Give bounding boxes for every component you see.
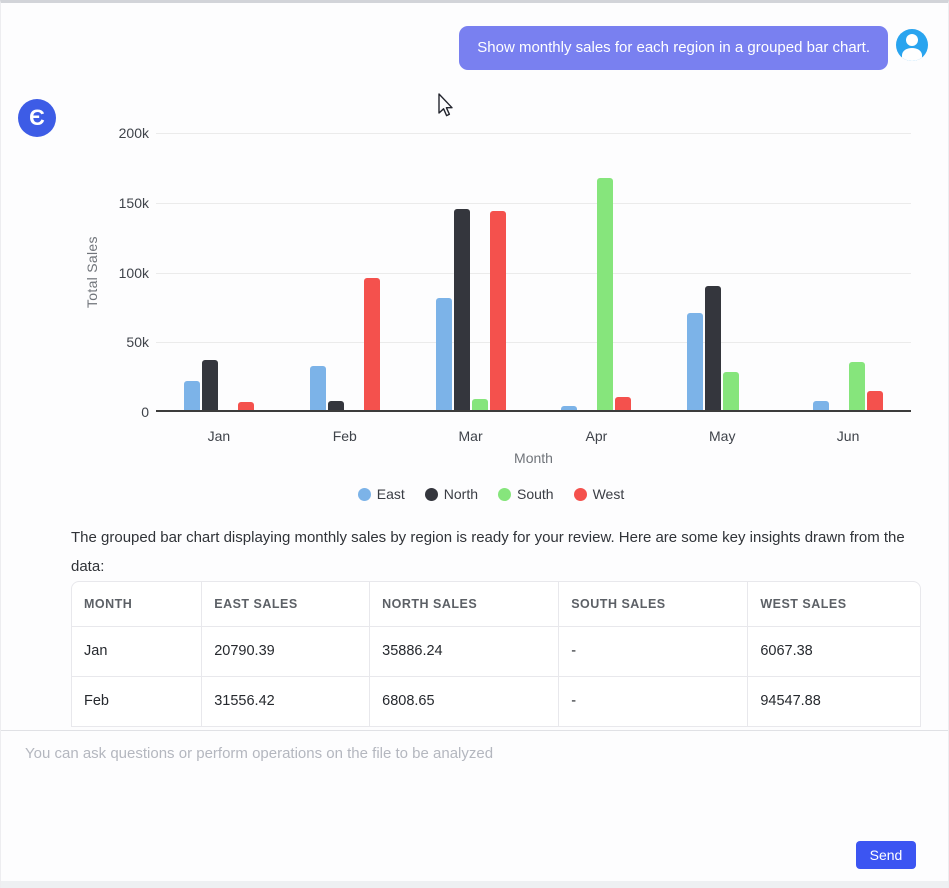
x-tick-label: Jan bbox=[207, 428, 231, 444]
send-button[interactable]: Send bbox=[856, 841, 916, 869]
x-axis-title: Month bbox=[514, 450, 553, 466]
legend-dot-icon bbox=[424, 487, 438, 501]
table-cell: 94547.88 bbox=[747, 675, 920, 726]
legend-dot-icon bbox=[498, 487, 511, 501]
table-header-cell: NORTH SALES bbox=[369, 582, 559, 626]
table-row: Feb 31556.42 6808.65-94547.88 bbox=[72, 675, 920, 726]
table-header-cell: SOUTH SALES bbox=[558, 582, 748, 626]
assistant-logo-icon: Є bbox=[18, 99, 56, 137]
y-tick-label: 200k bbox=[118, 125, 149, 141]
table-header-cell: WEST SALES bbox=[747, 582, 920, 626]
legend-dot-icon bbox=[357, 487, 371, 501]
legend-dot-icon bbox=[573, 487, 587, 501]
legend-label: South bbox=[517, 486, 554, 502]
x-tick-label: Mar bbox=[458, 428, 483, 444]
bar-east-mar bbox=[435, 298, 452, 410]
gridline bbox=[156, 202, 911, 204]
bar-west-mar bbox=[489, 211, 506, 410]
y-tick-label: 50k bbox=[126, 334, 149, 351]
gridline bbox=[156, 272, 911, 274]
table-cell: - bbox=[558, 675, 748, 726]
composer-divider bbox=[1, 730, 948, 731]
x-tick-label: Apr bbox=[585, 428, 608, 444]
table-cell: - bbox=[558, 625, 748, 676]
bar-north-mar bbox=[453, 209, 470, 410]
y-axis-ticks: 200k 150k 100k 50k 0 bbox=[71, 125, 149, 420]
legend-item-north[interactable]: North bbox=[424, 486, 478, 502]
window-bottom-edge bbox=[1, 881, 948, 888]
bar-east-feb bbox=[309, 366, 326, 410]
bar-group-apr bbox=[561, 178, 632, 410]
bar-west-jun bbox=[867, 391, 884, 410]
legend-label: North bbox=[443, 486, 478, 502]
y-tick-label: 150k bbox=[118, 194, 149, 211]
table-header-cell: MONTH bbox=[84, 596, 133, 611]
x-tick-label: Jun bbox=[836, 428, 860, 444]
bar-group-may bbox=[687, 286, 757, 410]
chart-legend: East North South West bbox=[71, 486, 911, 502]
bar-south-mar bbox=[471, 399, 488, 410]
table-cell: 31556.42 bbox=[201, 675, 370, 726]
bar-north-jan bbox=[201, 360, 218, 410]
bar-west-feb bbox=[363, 278, 380, 410]
legend-label: East bbox=[376, 486, 405, 502]
table-cell: 6067.38 bbox=[747, 625, 920, 676]
table-row: Jan 20790.39 35886.24-6067.38 bbox=[72, 625, 920, 676]
legend-item-west[interactable]: West bbox=[573, 486, 625, 502]
bar-group-feb bbox=[309, 278, 380, 410]
bar-west-apr bbox=[615, 397, 632, 410]
bar-group-mar bbox=[435, 209, 506, 410]
bar-east-jan bbox=[183, 381, 200, 410]
grouped-bar-chart: Total Sales 200k 150k 100k 50k 0 Jan Feb Mar Ap… bbox=[71, 125, 911, 505]
y-tick-label: 100k bbox=[118, 264, 149, 281]
table-cell: Jan bbox=[72, 625, 202, 676]
bar-group-jan bbox=[183, 360, 254, 410]
bar-east-may bbox=[687, 313, 704, 410]
y-tick-label: 0 bbox=[141, 404, 149, 420]
bar-west-jan bbox=[237, 402, 254, 410]
table-cell: Feb bbox=[72, 675, 202, 726]
user-message-text: Show monthly sales for each region in a … bbox=[477, 39, 870, 56]
table-header-cell: EAST SALES bbox=[201, 582, 370, 626]
table-cell: 20790.39 bbox=[201, 625, 370, 676]
bar-south-apr bbox=[597, 178, 614, 410]
chart-plot-area bbox=[156, 133, 911, 412]
legend-item-south[interactable]: South bbox=[498, 486, 554, 502]
table-header-row: MONTH EAST SALES NORTH SALES SOUTH SALES WES… bbox=[72, 582, 920, 626]
bar-east-apr bbox=[561, 406, 578, 410]
legend-item-east[interactable]: East bbox=[357, 486, 405, 502]
sales-data-table: MONTH EAST SALES NORTH SALES SOUTH SALES WES… bbox=[71, 581, 921, 727]
bar-south-may bbox=[723, 372, 740, 410]
bar-south-jun bbox=[849, 362, 866, 410]
bar-north-may bbox=[705, 286, 722, 410]
table-cell: 35886.24 bbox=[369, 625, 559, 676]
legend-label: West bbox=[592, 486, 625, 502]
user-avatar-person-icon bbox=[906, 34, 918, 46]
user-message-bubble: Show monthly sales for each region in a … bbox=[459, 26, 888, 70]
user-avatar bbox=[896, 29, 928, 61]
table-cell: 6808.65 bbox=[369, 675, 559, 726]
x-tick-label: Feb bbox=[332, 428, 357, 444]
bar-group-jun bbox=[813, 362, 884, 410]
gridline bbox=[156, 342, 911, 344]
message-input[interactable] bbox=[25, 745, 905, 857]
x-tick-label: May bbox=[709, 428, 736, 444]
gridline bbox=[156, 133, 911, 134]
bar-east-jun bbox=[813, 401, 830, 410]
mouse-cursor-icon bbox=[438, 93, 453, 117]
bar-north-feb bbox=[327, 401, 344, 410]
assistant-insight-text: The grouped bar chart displaying monthly… bbox=[71, 529, 905, 575]
x-axis-ticks: Jan Feb Mar Apr May Jun bbox=[156, 428, 911, 446]
